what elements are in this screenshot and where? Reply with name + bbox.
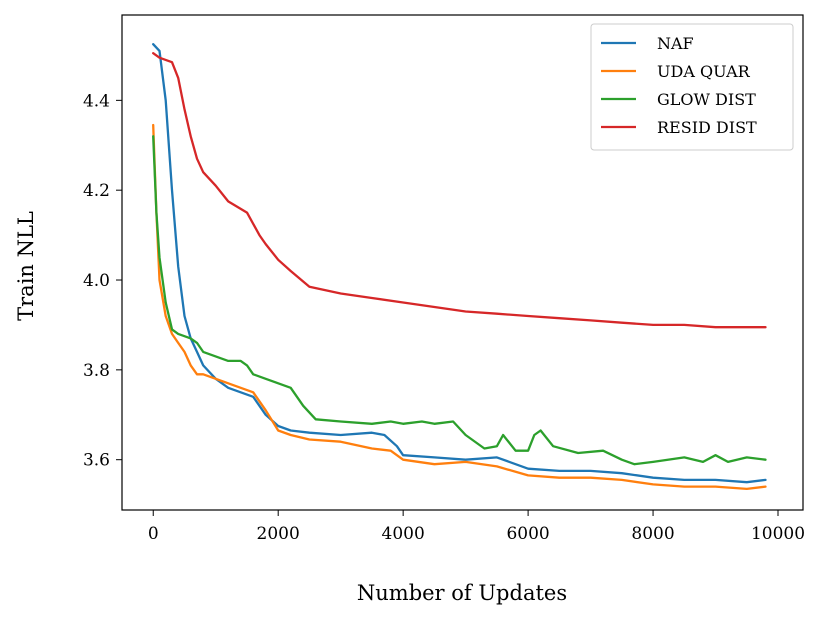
legend-label: RESID DIST: [657, 118, 757, 137]
x-tick-label: 0: [148, 524, 159, 544]
x-axis-label: Number of Updates: [357, 581, 567, 605]
legend-label: UDA QUAR: [657, 62, 751, 81]
series-line-uda-quar: [152, 123, 767, 491]
series-line-glow-dist: [152, 135, 767, 466]
series-line-naf: [152, 43, 767, 484]
legend-box: [590, 23, 794, 151]
x-tick-label: 6000: [506, 524, 549, 544]
x-axis-ticks: 0 2000 4000 6000 8000 10000: [148, 510, 805, 544]
y-tick-label: 4.0: [83, 271, 110, 291]
legend-label: NAF: [657, 34, 694, 53]
x-tick-label: 4000: [382, 524, 425, 544]
y-tick-label: 3.6: [83, 451, 110, 471]
series-line-resid-dist: [152, 52, 767, 329]
y-tick-label: 4.2: [83, 181, 110, 201]
x-tick-label: 8000: [631, 524, 674, 544]
plot-frame: [121, 14, 804, 511]
y-tick-label: 3.8: [83, 361, 110, 381]
y-tick-label: 4.4: [83, 91, 110, 111]
legend: NAF UDA QUAR GLOW DIST RESID DIST: [590, 23, 794, 151]
y-axis-ticks: 3.6 3.8 4.0 4.2 4.4: [83, 91, 122, 471]
y-axis-label: Train NLL: [14, 211, 38, 321]
legend-label: GLOW DIST: [657, 90, 756, 109]
x-tick-label: 2000: [257, 524, 300, 544]
x-tick-label: 10000: [751, 524, 805, 544]
plot-lines: [152, 43, 767, 491]
